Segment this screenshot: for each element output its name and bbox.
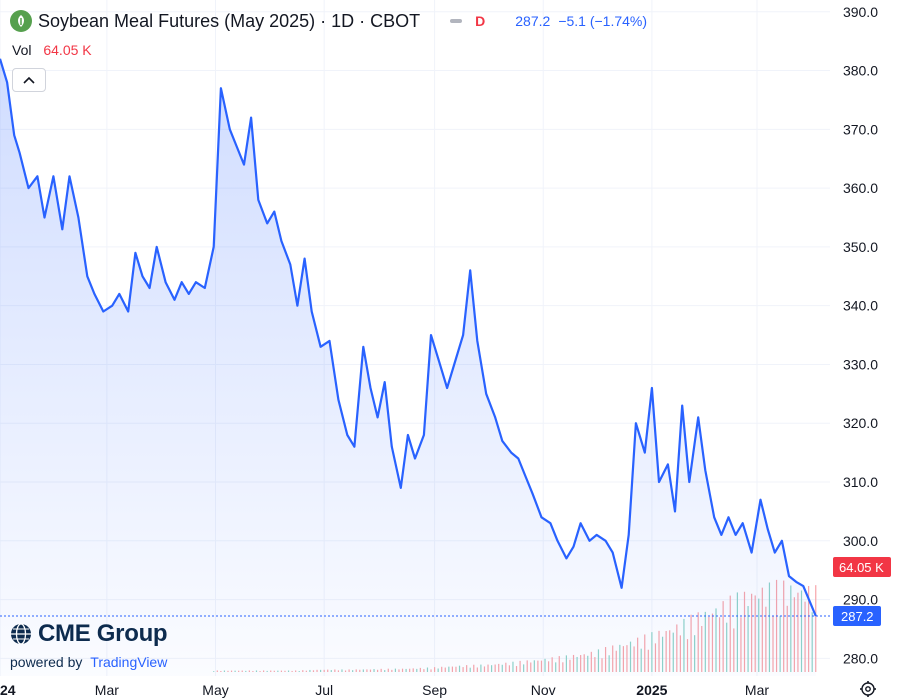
last-price: 287.2 <box>515 13 551 29</box>
volume-value: 64.05 K <box>43 42 92 58</box>
x-tick-label: 2024 <box>0 682 16 698</box>
delayed-flag[interactable]: D <box>475 13 486 29</box>
chart-header: Soybean Meal Futures (May 2025) · 1D · C… <box>10 9 647 33</box>
x-tick-label: Mar <box>745 682 769 698</box>
tradingview-wordmark: TradingView <box>90 654 168 670</box>
y-tick-label: 370.0 <box>843 121 878 137</box>
y-tick-label: 360.0 <box>843 180 878 196</box>
y-tick-label: 390.0 <box>843 4 878 20</box>
watermark: CME Group powered by TradingView <box>10 620 168 670</box>
status-dash-icon <box>450 19 463 23</box>
y-tick-label: 340.0 <box>843 298 878 314</box>
y-tick-label: 310.0 <box>843 474 878 490</box>
cme-globe-icon <box>11 623 31 645</box>
x-axis: 2024 Mar May Jul Sep Nov 2025 Mar <box>0 682 769 698</box>
price-line <box>0 58 817 617</box>
soybean-logo-icon <box>10 10 32 32</box>
price-area <box>0 58 816 677</box>
price-change: −5.1 (−1.74%) <box>558 13 648 29</box>
x-tick-label: Mar <box>95 682 119 698</box>
y-tick-label: 330.0 <box>843 356 878 372</box>
volume-legend: Vol 64.05 K <box>12 42 92 58</box>
y-tick-label: 280.0 <box>843 650 878 666</box>
volume-badge-label: 64.05 K <box>839 560 884 575</box>
x-tick-label: May <box>202 682 228 698</box>
x-tick-label: Jul <box>315 682 333 698</box>
settings-gear-icon[interactable] <box>859 680 877 698</box>
chevron-up-icon <box>23 76 35 84</box>
price-badge <box>833 606 881 627</box>
y-axis: 280.0 290.0 300.0 310.0 320.0 330.0 340.0 350.0… <box>843 4 878 667</box>
volume-badge <box>833 557 891 578</box>
powered-by-label: powered by TradingView <box>10 654 167 670</box>
powered-by-text: powered by <box>10 654 83 670</box>
cme-group-wordmark: CME Group <box>38 620 168 647</box>
y-tick-label: 290.0 <box>843 592 878 608</box>
y-tick-label: 350.0 <box>843 239 878 255</box>
x-tick-label: Sep <box>422 682 447 698</box>
price-badge-label: 287.2 <box>841 609 874 624</box>
y-tick-label: 300.0 <box>843 533 878 549</box>
y-tick-label: 380.0 <box>843 63 878 79</box>
x-tick-label: 2025 <box>636 682 667 698</box>
collapse-legend-button[interactable] <box>12 68 46 92</box>
x-tick-label: Nov <box>531 682 556 698</box>
price-scale-badges: 64.05 K 287.2 <box>833 557 891 627</box>
symbol-title[interactable]: Soybean Meal Futures (May 2025) · 1D · C… <box>38 10 421 31</box>
volume-label: Vol <box>12 42 32 58</box>
y-tick-label: 320.0 <box>843 415 878 431</box>
